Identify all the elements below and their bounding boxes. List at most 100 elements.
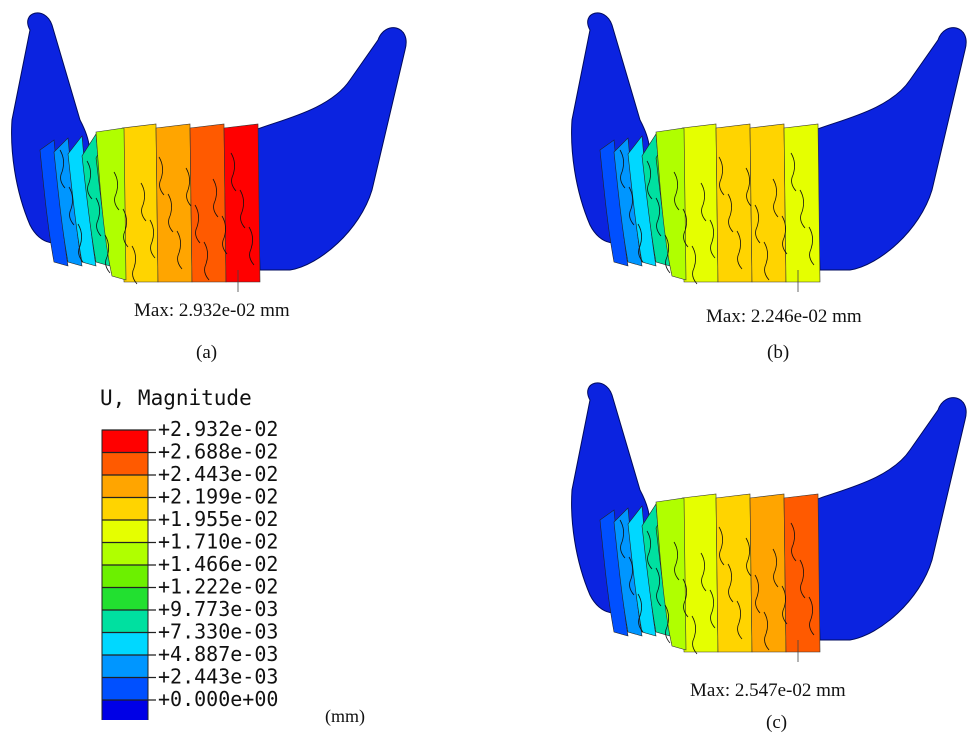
- mesh-line: [646, 530, 653, 570]
- legend-swatch: [102, 430, 148, 453]
- legend-swatch: [102, 610, 148, 633]
- legend-swatch: [102, 542, 148, 565]
- legend-label: +2.443e-03: [158, 665, 278, 689]
- legend-swatch: [102, 497, 148, 520]
- mesh-line: [230, 152, 237, 192]
- mesh-line: [221, 215, 228, 255]
- displacement-band: [655, 127, 687, 281]
- legend-label: +1.955e-02: [158, 507, 278, 531]
- mesh-line: [700, 182, 707, 222]
- mesh-line: [736, 600, 743, 640]
- right-ramus: [814, 27, 967, 271]
- mesh-line: [745, 167, 752, 207]
- mesh-line: [131, 245, 138, 285]
- displacement-band: [715, 493, 753, 653]
- mesh-line: [664, 234, 671, 274]
- panel-c-caption: (c): [766, 712, 788, 733]
- mesh-line: [619, 519, 626, 559]
- mesh-line: [799, 559, 806, 599]
- mesh-line: [655, 567, 662, 607]
- mandible-model-a: [11, 12, 407, 292]
- mesh-line: [646, 160, 653, 200]
- right-ramus: [254, 27, 407, 271]
- panel-c-max-label: Max: 2.547e-02 mm: [690, 680, 846, 701]
- mesh-line: [203, 241, 210, 281]
- mandible-model-c: [571, 382, 967, 662]
- mesh-line: [68, 186, 75, 226]
- legend-label: +1.222e-02: [158, 575, 278, 599]
- right-ramus: [814, 397, 967, 641]
- mesh-line: [727, 193, 734, 233]
- mesh-line: [158, 156, 165, 196]
- mesh-line: [86, 160, 93, 200]
- legend-swatch: [102, 452, 148, 475]
- legend-swatch: [102, 587, 148, 610]
- mesh-line: [149, 219, 156, 259]
- displacement-band: [655, 497, 687, 651]
- panel-b: [560, 0, 967, 300]
- displacement-band: [121, 123, 159, 283]
- mesh-line: [655, 197, 662, 237]
- panel-b-max-label: Max: 2.246e-02 mm: [706, 306, 862, 327]
- legend-title: U, Magnitude: [100, 386, 252, 410]
- mesh-line: [637, 223, 644, 263]
- panel-a-caption: (a): [196, 342, 218, 363]
- mesh-line: [799, 189, 806, 229]
- displacement-band: [223, 123, 261, 283]
- mesh-line: [104, 234, 111, 274]
- mesh-line: [808, 596, 815, 636]
- legend-label: +2.688e-02: [158, 440, 278, 464]
- mesh-line: [691, 615, 698, 655]
- mesh-line: [95, 197, 102, 237]
- legend-swatch: [102, 565, 148, 588]
- mesh-line: [248, 226, 255, 266]
- legend-label: +1.466e-02: [158, 552, 278, 576]
- mesh-line: [754, 574, 761, 614]
- displacement-band: [783, 123, 821, 283]
- mesh-line: [113, 171, 120, 211]
- panel-b-caption: (b): [767, 342, 790, 363]
- mesh-line: [122, 208, 129, 248]
- legend-swatch: [102, 700, 148, 720]
- mesh-line: [790, 522, 797, 562]
- mesh-line: [77, 223, 84, 263]
- legend-label: +2.199e-02: [158, 485, 278, 509]
- mesh-line: [673, 171, 680, 211]
- mandible-model-b: [571, 12, 967, 292]
- mesh-line: [754, 204, 761, 244]
- legend-label: +9.773e-03: [158, 597, 278, 621]
- mesh-line: [691, 245, 698, 285]
- mesh-line: [709, 219, 716, 259]
- mesh-line: [772, 548, 779, 588]
- displacement-band: [715, 123, 753, 283]
- mesh-line: [239, 189, 246, 229]
- displacement-band: [783, 493, 821, 653]
- legend-label: +2.932e-02: [158, 420, 278, 441]
- mesh-line: [700, 552, 707, 592]
- mesh-line: [790, 152, 797, 192]
- mesh-line: [763, 611, 770, 651]
- legend-swatch: [102, 655, 148, 678]
- mesh-line: [619, 149, 626, 189]
- mesh-line: [682, 208, 689, 248]
- panel-a: [0, 0, 420, 300]
- mesh-line: [736, 230, 743, 270]
- legend-swatch: [102, 677, 148, 700]
- displacement-band: [681, 123, 719, 283]
- displacement-band: [189, 123, 227, 283]
- color-legend: +2.932e-02+2.688e-02+2.443e-02+2.199e-02…: [101, 420, 278, 720]
- legend-label: +7.330e-03: [158, 620, 278, 644]
- legend-label: +4.887e-03: [158, 642, 278, 666]
- mesh-line: [673, 541, 680, 581]
- legend-label: +0.000e+00: [158, 687, 278, 711]
- legend-swatch: [102, 632, 148, 655]
- mesh-line: [727, 563, 734, 603]
- mesh-line: [176, 230, 183, 270]
- mesh-line: [664, 604, 671, 644]
- mesh-line: [194, 204, 201, 244]
- mesh-line: [212, 178, 219, 218]
- mesh-line: [772, 178, 779, 218]
- mesh-line: [628, 186, 635, 226]
- panel-c: [560, 370, 967, 670]
- displacement-band: [681, 493, 719, 653]
